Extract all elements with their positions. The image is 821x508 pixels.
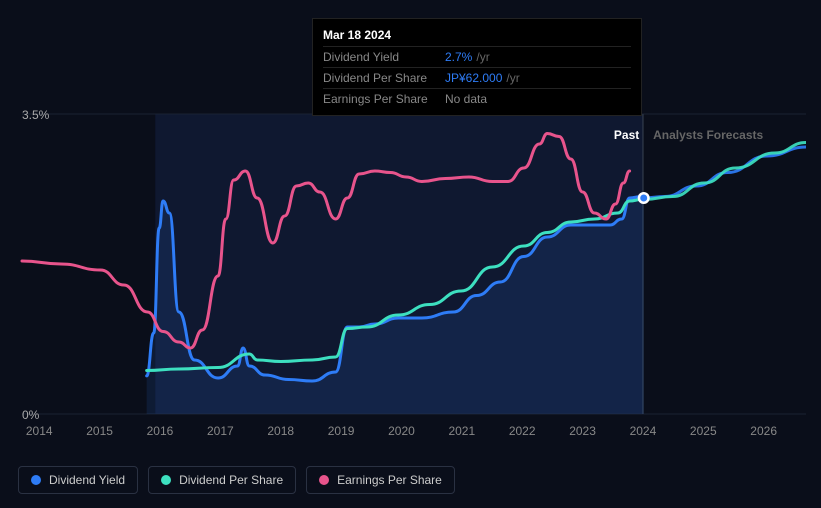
x-tick-label: 2018: [267, 424, 294, 438]
y-tick-label: 0%: [22, 408, 39, 422]
tooltip-row-label: Earnings Per Share: [323, 92, 433, 106]
legend-dot-icon: [161, 475, 171, 485]
tooltip-row-0: Dividend Yield 2.7% /yr: [323, 46, 631, 67]
legend-item-dividend-per-share[interactable]: Dividend Per Share: [148, 466, 296, 494]
legend-item-dividend-yield[interactable]: Dividend Yield: [18, 466, 138, 494]
tooltip-row-value: 2.7% /yr: [445, 50, 490, 64]
x-tick-label: 2020: [388, 424, 415, 438]
x-tick-label: 2023: [569, 424, 596, 438]
legend-label: Dividend Yield: [49, 473, 125, 487]
past-label: Past: [614, 128, 639, 142]
tooltip-date: Mar 18 2024: [323, 25, 631, 46]
legend-dot-icon: [31, 475, 41, 485]
legend-label: Dividend Per Share: [179, 473, 283, 487]
x-tick-label: 2025: [690, 424, 717, 438]
tooltip-row-2: Earnings Per Share No data: [323, 88, 631, 109]
x-tick-label: 2016: [147, 424, 174, 438]
y-tick-label: 3.5%: [22, 108, 49, 122]
x-tick-label: 2024: [630, 424, 657, 438]
legend: Dividend Yield Dividend Per Share Earnings…: [18, 466, 455, 494]
x-tick-label: 2017: [207, 424, 234, 438]
x-tick-label: 2014: [26, 424, 53, 438]
x-tick-label: 2026: [750, 424, 777, 438]
x-tick-label: 2022: [509, 424, 536, 438]
legend-label: Earnings Per Share: [337, 473, 442, 487]
x-tick-label: 2019: [328, 424, 355, 438]
tooltip-row-label: Dividend Yield: [323, 50, 433, 64]
forecast-label: Analysts Forecasts: [653, 128, 763, 142]
chart-tooltip: Mar 18 2024 Dividend Yield 2.7% /yr Divi…: [312, 18, 642, 116]
tooltip-row-value: No data: [445, 92, 491, 106]
tooltip-row-label: Dividend Per Share: [323, 71, 433, 85]
tooltip-row-1: Dividend Per Share JP¥62.000 /yr: [323, 67, 631, 88]
tooltip-row-value: JP¥62.000 /yr: [445, 71, 520, 85]
x-tick-label: 2021: [448, 424, 475, 438]
x-tick-label: 2015: [86, 424, 113, 438]
legend-dot-icon: [319, 475, 329, 485]
legend-item-earnings-per-share[interactable]: Earnings Per Share: [306, 466, 455, 494]
